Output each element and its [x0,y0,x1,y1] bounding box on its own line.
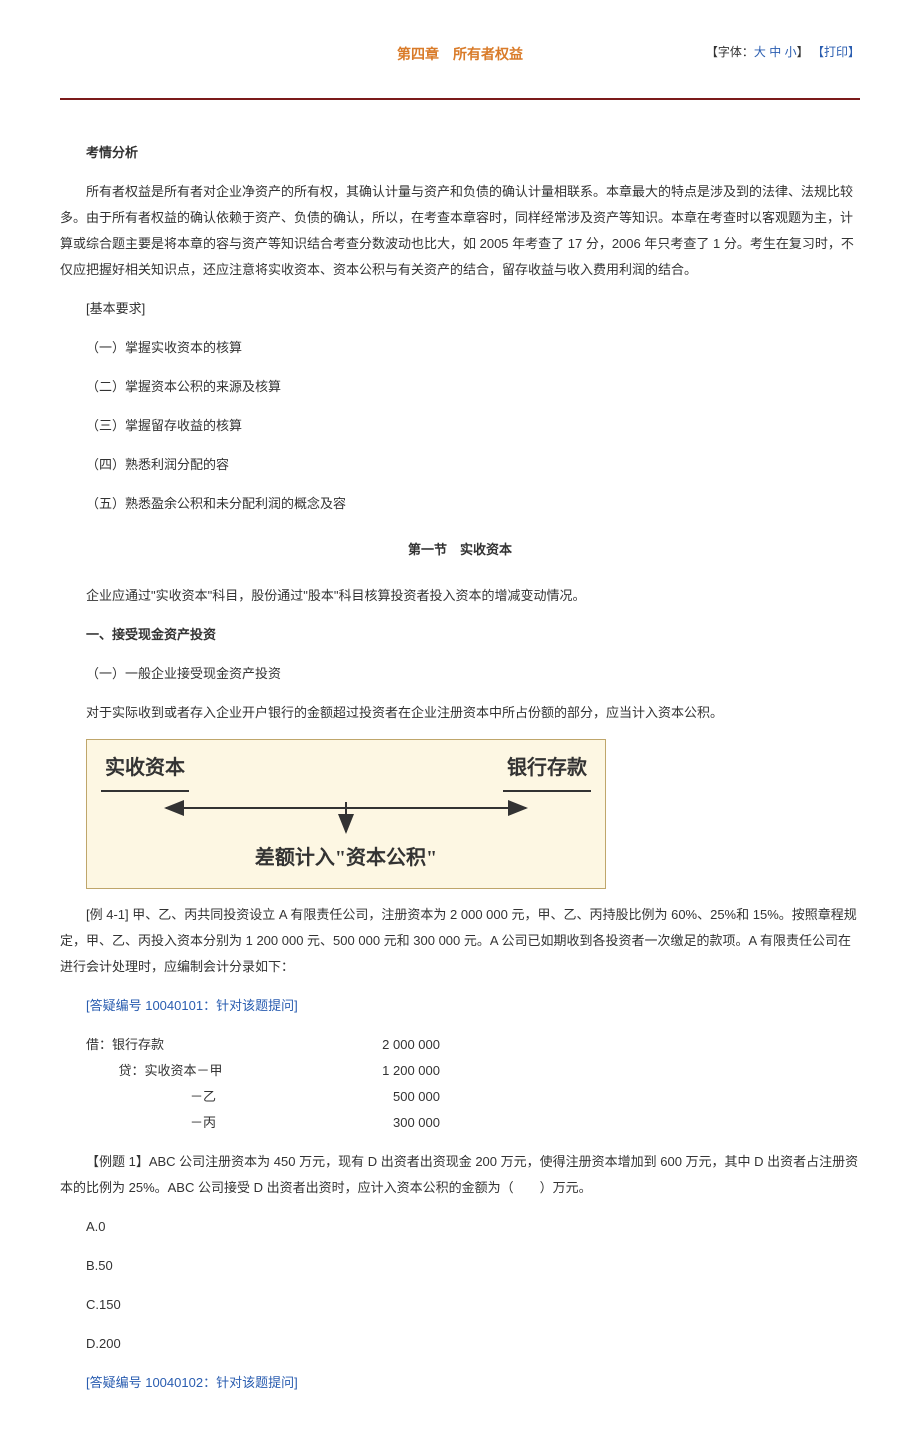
font-large-link[interactable]: 大 [754,45,766,59]
journal-entry-row: 借：银行存款2 000 000 [60,1032,860,1058]
font-small-link[interactable]: 小 [785,45,797,59]
diagram-arrows [106,796,586,836]
example-4-1-text: [例 4-1] 甲、乙、丙共同投资设立 A 有限责任公司，注册资本为 2 000… [60,902,860,980]
question-1-stem: 【例题 1】ABC 公司注册资本为 450 万元，现有 D 出资者出资现金 20… [60,1149,860,1201]
font-suffix: 】 [797,45,809,59]
font-controls: 【字体：大 中 小】 【打印】 [706,40,860,64]
ask-link-10040101-text: [答疑编号 10040101：针对该题提问] [86,998,298,1013]
ask-link-10040102[interactable]: [答疑编号 10040102：针对该题提问] [60,1370,860,1396]
font-medium-link[interactable]: 中 [769,45,781,59]
option-a: A.0 [60,1214,860,1240]
requirement-2: （二）掌握资本公积的来源及核算 [60,374,860,400]
chapter-title: 第四章 所有者权益 [397,46,523,62]
diagram-left-label: 实收资本 [101,748,189,792]
entry-amount: 1 200 000 [320,1058,440,1084]
journal-entry-row: 贷：实收资本－甲1 200 000 [60,1058,860,1084]
section1-rule: 对于实际收到或者存入企业开户银行的金额超过投资者在企业注册资本中所占份额的部分，… [60,700,860,726]
diagram-bottom-label: 差额计入"资本公积" [101,838,591,878]
entry-label: 贷：实收资本－甲 [60,1058,320,1084]
analysis-heading: 考情分析 [60,140,860,166]
entry-label: －乙 [60,1084,320,1110]
entry-label: －丙 [60,1110,320,1136]
entry-amount: 300 000 [320,1110,440,1136]
requirements-label: [基本要求] [60,296,860,322]
diagram-top-row: 实收资本 银行存款 [101,748,591,792]
option-c: C.150 [60,1292,860,1318]
analysis-paragraph: 所有者权益是所有者对企业净资产的所有权，其确认计量与资产和负债的确认计量相联系。… [60,179,860,283]
requirement-3: （三）掌握留存收益的核算 [60,413,860,439]
entry-amount: 2 000 000 [320,1032,440,1058]
ask-link-10040101[interactable]: [答疑编号 10040101：针对该题提问] [60,993,860,1019]
requirement-5: （五）熟悉盈余公积和未分配利润的概念及容 [60,491,860,517]
journal-entry-row: －乙500 000 [60,1084,860,1110]
option-b: B.50 [60,1253,860,1279]
requirement-1: （一）掌握实收资本的核算 [60,335,860,361]
requirement-4: （四）熟悉利润分配的容 [60,452,860,478]
divider [60,98,860,100]
section1-sub1: （一）一般企业接受现金资产投资 [60,661,860,687]
font-prefix: 【字体： [706,45,754,59]
page-header: 第四章 所有者权益 【字体：大 中 小】 【打印】 [60,40,860,68]
ask-link-10040102-text: [答疑编号 10040102：针对该题提问] [86,1375,298,1390]
capital-diagram: 实收资本 银行存款 差额计入"资本公积" [86,739,606,889]
journal-entries: 借：银行存款2 000 000贷：实收资本－甲1 200 000－乙500 00… [60,1032,860,1136]
section1-title: 第一节 实收资本 [60,537,860,563]
option-d: D.200 [60,1331,860,1357]
entry-label: 借：银行存款 [60,1032,320,1058]
print-link[interactable]: 【打印】 [812,45,860,59]
journal-entry-row: －丙300 000 [60,1110,860,1136]
diagram-right-label: 银行存款 [503,748,591,792]
section1-h1: 一、接受现金资产投资 [60,622,860,648]
section1-intro: 企业应通过"实收资本"科目，股份通过"股本"科目核算投资者投入资本的增减变动情况… [60,583,860,609]
entry-amount: 500 000 [320,1084,440,1110]
